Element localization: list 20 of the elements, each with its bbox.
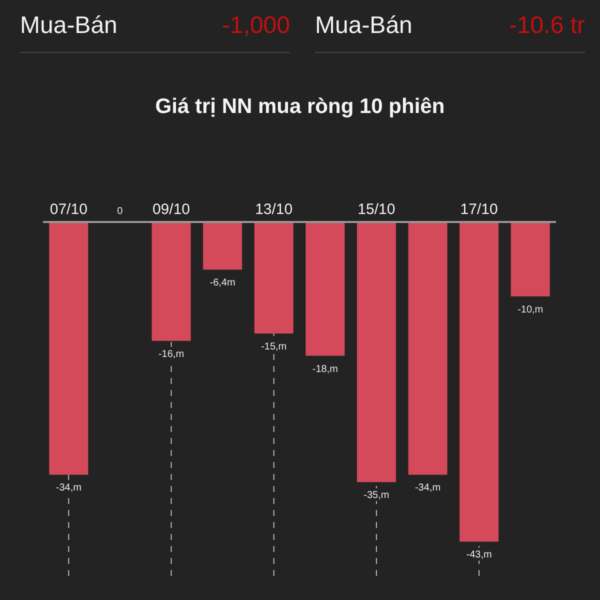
data-label: -34,m xyxy=(414,482,441,494)
x-tick-label: 13/10 xyxy=(255,201,293,218)
text: -10.6 tr xyxy=(508,12,585,40)
data-label: -16,m xyxy=(158,348,184,360)
data-label: -34,m xyxy=(56,482,82,494)
data-label: -43,m xyxy=(466,550,492,561)
data-label: -10,m xyxy=(518,304,544,316)
data-label: -18,m xyxy=(312,364,338,375)
data-label: 0 xyxy=(117,206,124,217)
text: Mua-Bán xyxy=(315,12,412,40)
x-tick-label: 17/10 xyxy=(460,201,498,218)
text: -1,000 xyxy=(222,12,290,40)
x-tick-label: 09/10 xyxy=(152,201,190,218)
chart-title: Giá trị NN mua ròng 10 phiên xyxy=(154,95,446,120)
text: Mua-Bán xyxy=(20,12,118,40)
data-label: -35,m xyxy=(364,490,390,502)
x-tick-label: 07/10 xyxy=(50,201,88,218)
data-label: -6,4m xyxy=(210,278,236,289)
x-tick-label: 15/10 xyxy=(358,201,396,218)
data-label: -15,m xyxy=(261,342,287,353)
